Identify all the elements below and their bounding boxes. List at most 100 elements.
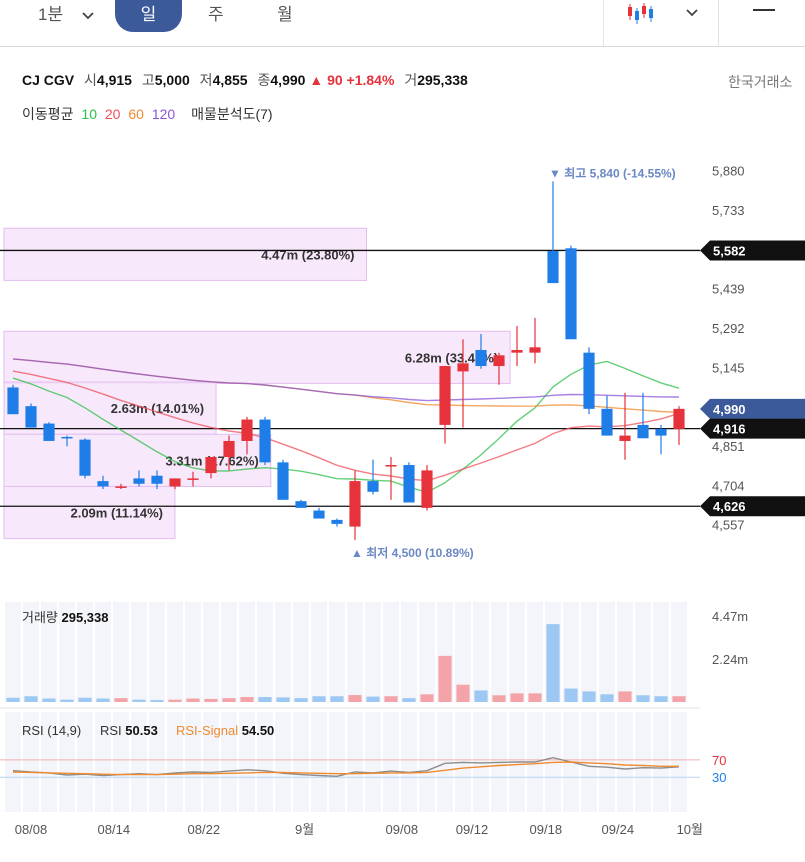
candle-body	[367, 481, 379, 492]
chevron-down-icon	[82, 0, 94, 30]
x-tick-label: 9월	[295, 822, 314, 837]
volume-slot	[77, 602, 93, 702]
price-tick: 5,880	[712, 164, 745, 179]
tab-day[interactable]: 일	[115, 0, 182, 32]
candle-body	[97, 481, 109, 487]
candle	[43, 422, 55, 441]
chart-type-icon[interactable]	[627, 2, 659, 31]
volume-profile-bar	[3, 330, 511, 384]
candle	[7, 384, 19, 415]
x-tick-label: 08/14	[98, 822, 131, 837]
candle	[61, 435, 73, 447]
x-tick-label: 09/08	[386, 822, 419, 837]
rsi-slot	[599, 712, 615, 812]
volume-slot	[635, 602, 651, 702]
volume-bar	[564, 688, 578, 702]
rsi-slot	[347, 712, 363, 812]
volume-bar	[222, 698, 236, 702]
volume-bar	[366, 696, 380, 702]
ma-line-120	[12, 358, 680, 402]
rsi-slot	[239, 712, 255, 812]
menu-icon[interactable]	[753, 9, 775, 11]
volume-slot	[239, 602, 255, 702]
rsi-slot	[23, 712, 39, 812]
volume-slot	[131, 602, 147, 702]
chevron-down-icon[interactable]	[686, 4, 698, 22]
volume-value: 295,338	[417, 72, 468, 88]
candle-body	[385, 465, 397, 467]
x-tick-label: 09/24	[602, 822, 635, 837]
volume-slot	[59, 602, 75, 702]
candle-body	[169, 478, 181, 487]
price-tick: 4,851	[712, 439, 745, 454]
volume-profile-label: 2.63m (14.01%)	[111, 401, 204, 416]
candle	[115, 483, 127, 490]
quote-header: CJ CGV 시4,915 고5,000 저4,855 종4,990 ▲ 90 …	[22, 70, 468, 90]
volume-slot	[41, 602, 57, 702]
price-badge-label: 4,626	[713, 499, 746, 514]
rsi-panel-label: RSI (14,9)	[22, 723, 81, 738]
volume-bar	[438, 655, 452, 702]
volume-slot	[203, 602, 219, 702]
candle	[439, 366, 451, 444]
candle	[259, 416, 271, 466]
divider	[718, 0, 719, 46]
volume-slot	[671, 602, 687, 702]
interval-select[interactable]: 1분	[38, 0, 94, 32]
volume-slot	[473, 602, 489, 702]
price-badge-label: 4,916	[713, 422, 746, 437]
close-label: 종	[257, 72, 271, 88]
volume-bar	[654, 696, 668, 702]
rsi-slot	[671, 712, 687, 812]
tab-month[interactable]: 월	[277, 5, 293, 24]
candle-body	[79, 439, 91, 476]
candle-body	[187, 478, 199, 480]
rsi-level-label: 70	[712, 753, 726, 768]
rsi-slot	[581, 712, 597, 812]
candle-body	[295, 501, 307, 508]
candle-body	[133, 478, 145, 484]
volume-slot	[347, 602, 363, 702]
volume-slot	[221, 602, 237, 702]
volume-bar	[114, 698, 128, 702]
rsi-slot	[635, 712, 651, 812]
volume-tick: 2.24m	[712, 652, 748, 667]
candle	[673, 406, 685, 445]
candle	[457, 339, 469, 428]
high-value: 5,000	[154, 72, 190, 88]
volume-profile-bar	[3, 485, 176, 540]
volume-slot	[617, 602, 633, 702]
volume-bar	[600, 694, 614, 702]
rsi-slot	[149, 712, 165, 812]
volume-bar	[672, 696, 686, 702]
price-badge	[700, 240, 805, 261]
rsi-slot	[59, 712, 75, 812]
candle-body	[43, 423, 55, 441]
volume-bar	[402, 698, 416, 702]
volume-bar	[150, 700, 164, 702]
candle-body	[475, 349, 487, 367]
rsi-slot	[167, 712, 183, 812]
tab-week[interactable]: 주	[208, 5, 224, 24]
volume-slot	[365, 602, 381, 702]
candle-body	[439, 366, 451, 425]
volume-slot	[113, 602, 129, 702]
candle-body	[601, 408, 613, 436]
ma-legend[interactable]: 이동평균 10 20 60 120 매물분석도(7)	[22, 104, 277, 124]
volume-bar	[96, 698, 110, 702]
candle-body	[619, 435, 631, 441]
volume-slot	[599, 602, 615, 702]
change-value: ▲ 90	[309, 72, 343, 88]
rsi-slot	[185, 712, 201, 812]
candle	[619, 392, 631, 460]
volume-bar	[204, 698, 218, 702]
candle-body	[241, 419, 253, 441]
volume-bar	[510, 693, 524, 702]
candle	[421, 465, 433, 511]
price-tick: 5,733	[712, 203, 745, 218]
candle-body	[637, 424, 649, 439]
low-marker: ▲ 최저 4,500 (10.89%)	[351, 545, 474, 560]
volume-profile-label: 2.09m (11.14%)	[70, 506, 163, 521]
rsi-slot	[131, 712, 147, 812]
